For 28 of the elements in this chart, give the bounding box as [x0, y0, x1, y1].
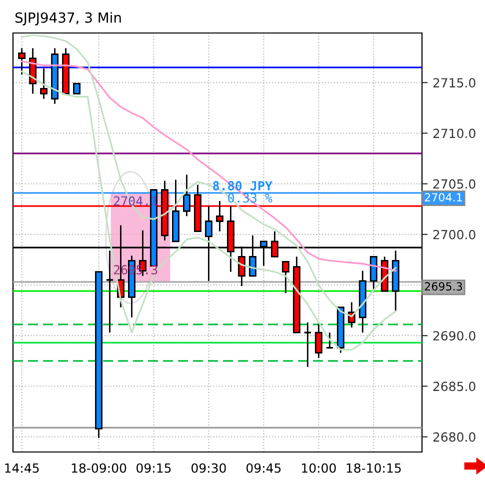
- line-series: [20, 70, 396, 351]
- y-tick-label: 2715.0: [433, 78, 476, 88]
- x-tick-label: 14:45: [5, 463, 39, 473]
- candlestick: [182, 174, 190, 217]
- y-tick-label: 2710.0: [433, 128, 476, 138]
- x-tick-label: 09:45: [246, 463, 281, 473]
- y-tick-label: 2700.0: [433, 230, 476, 240]
- annotation: 8.80 JPY: [213, 181, 272, 190]
- y-tick-label: 2685.0: [433, 382, 476, 392]
- candlestick: [18, 47, 26, 76]
- candlestick: [282, 261, 290, 294]
- candlestick: [304, 322, 312, 368]
- x-tick-label: 10:00: [302, 463, 336, 473]
- candlestick: [73, 82, 80, 94]
- candlestick: [314, 322, 322, 359]
- y-tick-label: 2680.0: [433, 432, 476, 442]
- ref-line-label: 2695.3: [424, 282, 462, 291]
- candlestick: [40, 68, 48, 100]
- x-tick-label: 18-10:15: [346, 463, 401, 473]
- annotation: 0.33 %: [228, 193, 272, 203]
- chart-title: SJPJ9437, 3 Min: [15, 12, 121, 26]
- x-tick-label: 18-09:00: [72, 463, 126, 473]
- y-tick-label: 2690.0: [433, 331, 476, 341]
- x-tick-label: 09:30: [192, 463, 226, 473]
- candlestick: [106, 250, 114, 334]
- ref-line-label: 2704.1: [424, 193, 462, 202]
- x-tick-label: 09:15: [136, 463, 171, 473]
- y-tick-label: 2705.0: [433, 179, 476, 189]
